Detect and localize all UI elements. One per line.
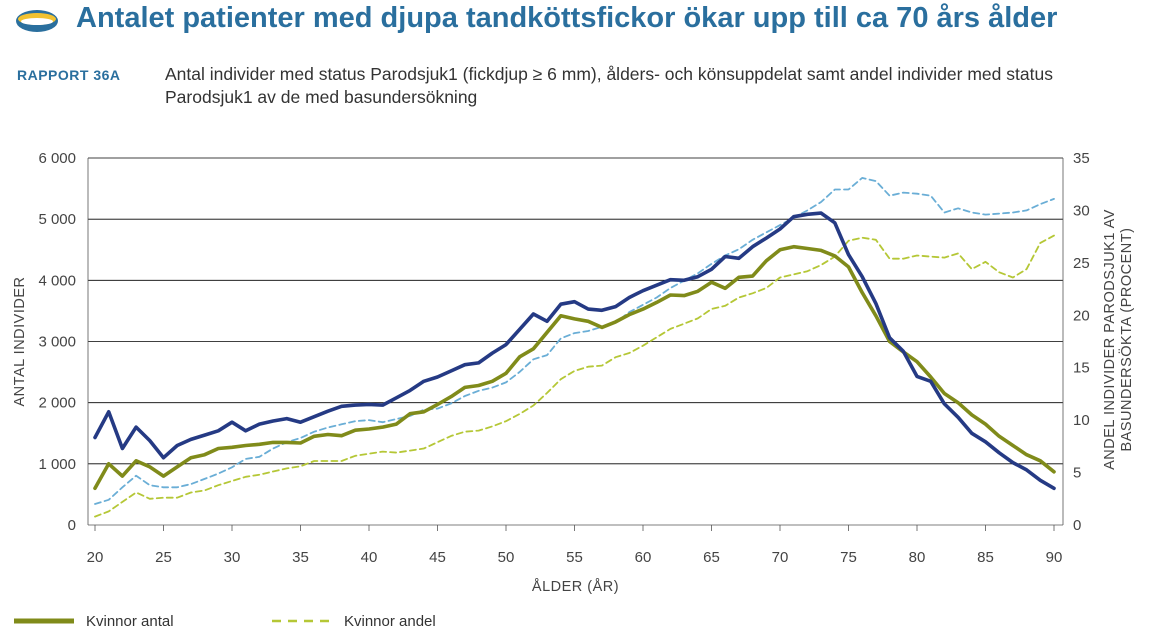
report-code: RAPPORT 36A: [17, 67, 121, 83]
legend-label: Kvinnor antal: [86, 612, 174, 630]
y-right-axis-title: ANDEL INDIVIDER PARODSJUK1 AVBASUNDERSÖK…: [1102, 209, 1135, 470]
x-tick-label: 80: [909, 549, 926, 566]
legend-swatch-dashed: [272, 619, 332, 623]
y-right-axis-title-line: BASUNDERSÖKTA (PROCENT): [1117, 228, 1135, 452]
y-right-axis-title-line: ANDEL INDIVIDER PARODSJUK1 AV: [1102, 209, 1118, 470]
x-tick-label: 55: [566, 549, 583, 566]
report-subtitle: Antal individer med status Parodsjuk1 (f…: [165, 64, 1053, 107]
x-tick-label: 30: [224, 549, 241, 566]
y-left-tick-label: 3 000: [38, 334, 76, 351]
y-left-tick-label: 5 000: [38, 211, 76, 228]
x-tick-label: 85: [977, 549, 994, 566]
y-left-axis-title: ANTAL INDIVIDER: [12, 277, 28, 407]
x-axis-title: ÅLDER (ÅR): [532, 578, 619, 595]
x-tick-label: 75: [840, 549, 857, 566]
series-line-kvinnor-antal: [93, 244, 1056, 491]
x-tick-label: 90: [1046, 549, 1063, 566]
x-tick-label: 50: [498, 549, 515, 566]
y-left-tick-label: 1 000: [38, 456, 76, 473]
x-tick-label: 40: [361, 549, 378, 566]
y-right-tick-label: 35: [1073, 150, 1090, 167]
x-tick-label: 70: [772, 549, 789, 566]
legend-swatch-solid: [14, 618, 74, 624]
logo-icon: [16, 10, 58, 32]
y-left-tick-label: 4 000: [38, 272, 76, 289]
x-tick-label: 25: [155, 549, 172, 566]
series-line-kvinnor-andel: [94, 234, 1055, 518]
y-left-tick-label: 2 000: [38, 395, 76, 412]
y-right-tick-label: 30: [1073, 202, 1090, 219]
y-right-tick-label: 10: [1073, 412, 1090, 429]
legend-label: Kvinnor andel: [344, 612, 436, 630]
y-right-tick-label: 5: [1073, 465, 1081, 482]
y-left-tick-label: 6 000: [38, 150, 76, 167]
legend-item-women-share: Kvinnor andel: [272, 610, 436, 632]
x-tick-label: 35: [292, 549, 309, 566]
series-line-män-andel: [94, 176, 1055, 505]
legend: Kvinnor antal Kvinnor andel: [14, 610, 1154, 634]
y-right-tick-label: 20: [1073, 307, 1090, 324]
y-left-tick-label: 0: [68, 517, 76, 534]
x-tick-label: 45: [429, 549, 446, 566]
legend-item-women-count: Kvinnor antal: [14, 610, 174, 632]
y-right-tick-label: 15: [1073, 360, 1090, 377]
series-line-män-antal: [93, 211, 1056, 491]
line-chart: 0 1 000 2 000 3 000 4 000 5 000 6 000 0 5 10 15 20 2…: [12, 150, 1135, 595]
x-tick-label: 65: [703, 549, 720, 566]
y-right-tick-label: 25: [1073, 255, 1090, 272]
x-tick-label: 60: [635, 549, 652, 566]
x-tick-label: 20: [87, 549, 104, 566]
page-title: Antalet patienter med djupa tandköttsfic…: [76, 2, 1058, 34]
y-right-tick-label: 0: [1073, 517, 1081, 534]
